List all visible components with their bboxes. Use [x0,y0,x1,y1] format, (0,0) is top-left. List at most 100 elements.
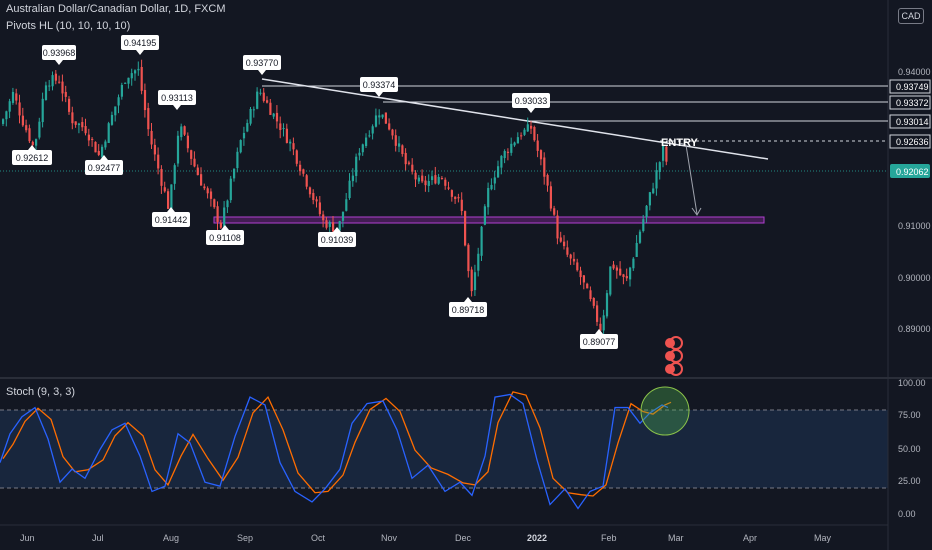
pivot-label-box [449,302,487,317]
candle-body [388,123,391,130]
candle-body [381,114,384,118]
candle-body [348,180,351,199]
stoch-tick: 0.00 [898,509,916,519]
stochastic-layer [0,391,672,510]
candle-body [246,123,249,132]
candle-body [318,202,321,215]
candle-body [282,127,285,129]
pivot-label-box [42,45,76,60]
stoch-highlight-circle[interactable] [640,386,690,436]
candle-body [87,134,90,141]
candle-body [506,151,510,153]
candle-body [414,172,417,180]
candles-layer [2,59,668,335]
candle-body [553,208,556,215]
candle-body [130,73,133,79]
candle-body [341,211,345,221]
current-price-label: 0.92062 [896,167,929,177]
projection-path[interactable] [679,142,698,215]
candle-body [355,156,358,176]
candle-body [612,264,615,269]
candle-body [150,130,153,145]
stoch-label[interactable]: Stoch (9, 3, 3) [6,386,76,398]
candle-body [8,101,11,112]
candle-body [31,141,34,146]
candle-body [615,267,618,271]
candle-body [563,241,566,247]
time-tick: Aug [163,533,179,543]
candle-body [447,187,450,189]
currency-badge[interactable]: CAD [898,8,924,24]
candle-body [500,156,503,168]
candle-body [322,214,325,221]
price-axis[interactable]: 0.94000 0.91000 0.90000 0.89000 0.93749 … [889,67,931,334]
price-label-box [889,79,931,94]
candle-body [11,91,15,103]
indicator-label[interactable]: Pivots HL (10, 10, 10, 10) [6,20,131,32]
candle-body [401,145,404,155]
time-tick: May [814,533,832,543]
candle-body [483,206,486,225]
candle-body [632,258,635,269]
candle-body [658,162,661,172]
candle-body [497,166,500,178]
time-tick: Sep [237,533,253,543]
pivot-label-pointer [595,329,603,334]
pivot-label-pointer [136,50,144,55]
candle-body [592,297,595,306]
candle-body [292,143,295,150]
pivot-label-pointer [173,105,181,110]
pivot-label-box [512,93,550,108]
candle-body [361,144,364,153]
candle-body [28,128,31,142]
candle-body [236,151,239,169]
candle-body [209,191,213,199]
symbol-title[interactable]: Australian Dollar/Canadian Dollar, 1D, F… [6,3,226,15]
candle-body [74,121,77,125]
alert-icons[interactable] [665,336,683,376]
price-label-box [889,134,931,149]
price-label: 0.93749 [896,82,929,92]
candle-body [216,206,219,222]
candle-body [21,115,24,126]
trendline[interactable] [261,78,769,160]
time-tick: Oct [311,533,326,543]
candle-body [605,293,609,317]
candle-body [239,140,242,153]
candle-body [662,145,665,161]
alert-icon [665,338,675,348]
candle-body [480,226,483,256]
candle-body [371,126,374,134]
support-zone[interactable] [213,216,765,224]
price-tick: 0.94000 [898,67,931,77]
candle-body [602,315,605,331]
candle-body [516,137,519,144]
time-axis[interactable]: Jun Jul Aug Sep Oct Nov Dec 2022 Feb Mar… [20,533,832,543]
candle-body [269,102,272,115]
time-tick: Apr [743,533,757,543]
candle-body [104,141,107,148]
candle-body [645,205,648,218]
pivot-low-value: 0.91108 [209,233,241,243]
candle-body [351,175,354,182]
candle-body [368,135,371,137]
candle-body [520,135,523,137]
candle-body [262,92,265,101]
candle-body [503,150,506,159]
candle-body [586,283,589,289]
time-tick: Nov [381,533,398,543]
candle-body [635,242,638,257]
candle-body [289,141,292,144]
oscillator-axis[interactable]: 100.00 75.00 50.00 25.00 0.00 [898,378,926,519]
candle-body [38,121,41,138]
candle-body [259,92,262,94]
candle-body [460,199,463,212]
candle-body [242,132,246,139]
pivot-label-pointer [464,297,472,302]
stoch-tick: 50.00 [898,444,921,454]
pivot-label-box [12,150,52,165]
candle-body [523,129,526,135]
candle-body [526,124,529,132]
candle-body [467,244,470,272]
